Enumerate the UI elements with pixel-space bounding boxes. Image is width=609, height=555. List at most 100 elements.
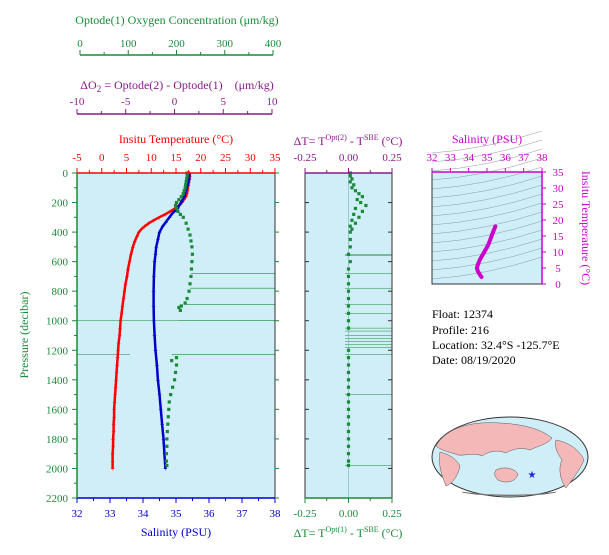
delta-t-top-axis: ΔT= TOpt(2) - TSBE (°C) -0.25 0.00 0.25 bbox=[294, 133, 403, 174]
profile-number: Profile: 216 bbox=[432, 323, 489, 337]
oxygen-point bbox=[189, 239, 193, 243]
temperature-tick-label: 15 bbox=[171, 152, 183, 164]
oxygen-point bbox=[178, 212, 182, 216]
temperature-point: + bbox=[180, 199, 185, 208]
temperature-tick-label: 25 bbox=[220, 152, 232, 164]
temperature-point: + bbox=[111, 442, 116, 451]
pressure-tick-label: 1600 bbox=[46, 404, 69, 416]
salinity-tick-label: 37 bbox=[237, 508, 249, 520]
temperature-point: + bbox=[184, 193, 189, 202]
oxygen-point bbox=[176, 209, 180, 214]
temperature-point: + bbox=[118, 317, 123, 326]
oxygen-point bbox=[181, 192, 185, 196]
oxygen-point bbox=[183, 301, 187, 305]
temperature-point: + bbox=[185, 187, 190, 196]
temperature-point: + bbox=[186, 184, 191, 193]
delta-o2-tick-label: -10 bbox=[70, 96, 85, 108]
delta-t-point bbox=[346, 415, 351, 419]
oxygen-point bbox=[170, 359, 174, 363]
temperature-point: + bbox=[168, 207, 173, 216]
salinity-point: + bbox=[152, 272, 157, 281]
ts-inset-plot-area bbox=[432, 172, 542, 284]
ts-temperature-tick-label: 5 bbox=[555, 263, 561, 275]
temperature-point: + bbox=[111, 420, 116, 429]
delta-t-point bbox=[346, 289, 351, 293]
delta-t-point bbox=[360, 209, 365, 214]
salinity-point: + bbox=[152, 317, 157, 326]
delta-t-top-label: ΔT= TOpt(2) - TSBE (°C) bbox=[294, 133, 403, 148]
salinity-point: + bbox=[184, 187, 189, 196]
oxygen-point bbox=[169, 392, 173, 397]
oxygen-point bbox=[164, 459, 168, 463]
temperature-point: + bbox=[115, 361, 120, 370]
oxygen-point bbox=[174, 356, 179, 360]
oxygen-point bbox=[165, 444, 169, 448]
map-australia bbox=[494, 467, 519, 483]
oxygen-point bbox=[177, 305, 181, 310]
delta-t-point bbox=[357, 215, 361, 219]
oxygen-point bbox=[185, 296, 189, 301]
ts-density-contour bbox=[431, 211, 543, 235]
delta-t-point bbox=[346, 444, 351, 448]
world-map: ★ bbox=[431, 416, 589, 498]
temperature-point: + bbox=[111, 428, 116, 437]
temperature-point: + bbox=[115, 354, 120, 363]
float-info-block: Float: 12374 Profile: 216 Location: 32.4… bbox=[432, 307, 560, 367]
delta-o2-tick-label: 0 bbox=[172, 96, 178, 108]
salinity-point: + bbox=[151, 287, 156, 296]
ts-density-contour bbox=[431, 256, 543, 280]
temperature-tick-label: 35 bbox=[270, 152, 282, 164]
salinity-tick-label: 35 bbox=[171, 508, 183, 520]
temperature-point: + bbox=[113, 391, 118, 400]
delta-o2-axis: ΔO2 = Optode(2) - Optode(1) (μm/kg) -10 -5… bbox=[70, 78, 278, 115]
oxygen-point bbox=[174, 206, 179, 211]
salinity-point: + bbox=[163, 464, 168, 473]
temperature-point: + bbox=[139, 225, 144, 234]
ts-temperature-tick-label: 0 bbox=[555, 279, 561, 291]
ts-density-contour bbox=[431, 193, 543, 217]
oxygen-point bbox=[172, 378, 177, 382]
delta-t-point bbox=[348, 174, 352, 178]
oxygen-tick-label: 100 bbox=[120, 38, 137, 50]
salinity-tick-label: 33 bbox=[105, 508, 117, 520]
ts-density-contour bbox=[431, 139, 543, 163]
temperature-point: + bbox=[110, 457, 115, 466]
temperature-tick-label: 20 bbox=[195, 152, 207, 164]
delta-t-point bbox=[346, 400, 351, 404]
salinity-point: + bbox=[152, 258, 157, 267]
delta-t-point bbox=[348, 230, 352, 234]
oxygen-point bbox=[179, 195, 183, 199]
salinity-point: + bbox=[153, 346, 158, 355]
temperature-point: + bbox=[110, 450, 115, 459]
oxygen-point bbox=[190, 252, 195, 256]
delta-t-point bbox=[348, 260, 352, 264]
float-id: Float: 12374 bbox=[432, 307, 493, 321]
temperature-tick-label: 10 bbox=[146, 152, 158, 164]
ts-salinity-label: Salinity (PSU) bbox=[452, 132, 522, 146]
oxygen-point bbox=[185, 177, 189, 181]
oxygen-point bbox=[177, 197, 181, 202]
salinity-axis-label: Salinity (PSU) bbox=[141, 525, 211, 539]
salinity-point: + bbox=[170, 209, 175, 218]
pressure-tick-label: 1400 bbox=[46, 375, 69, 387]
salinity-point: + bbox=[185, 181, 190, 190]
delta-t-point bbox=[346, 363, 351, 367]
ts-density-contour bbox=[431, 166, 543, 190]
map-asia-europe bbox=[435, 422, 553, 457]
float-location-star: ★ bbox=[528, 470, 537, 481]
delta-t-point bbox=[346, 311, 351, 315]
temperature-point: + bbox=[147, 219, 152, 228]
oxygen-point bbox=[166, 415, 170, 419]
ts-density-contour bbox=[431, 148, 543, 172]
salinity-point: + bbox=[161, 222, 166, 231]
delta-t-point bbox=[350, 218, 354, 222]
oxygen-point bbox=[173, 370, 178, 375]
temperature-point: + bbox=[110, 464, 115, 473]
delta-t-top-tick-label: 0.25 bbox=[382, 152, 402, 164]
temperature-point: + bbox=[111, 435, 116, 444]
salinity-point: + bbox=[151, 302, 156, 311]
salinity-point: + bbox=[159, 405, 164, 414]
pressure-tick-label: 1800 bbox=[46, 434, 69, 446]
temperature-point: + bbox=[112, 398, 117, 407]
ts-curve bbox=[474, 224, 498, 279]
